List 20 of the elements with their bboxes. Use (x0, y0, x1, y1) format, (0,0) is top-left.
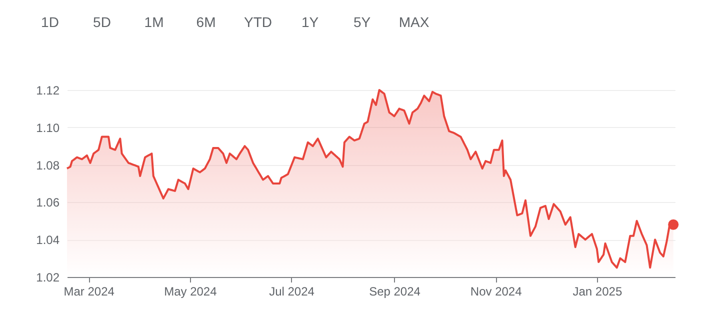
x-tick-label: May 2024 (164, 284, 218, 298)
y-tick-label: 1.10 (36, 120, 60, 135)
text: YTD (244, 14, 272, 30)
x-tick-label: Nov 2024 (470, 284, 522, 298)
x-tick-label: Sep 2024 (369, 284, 421, 298)
y-tick-label: 1.02 (36, 270, 60, 284)
x-tick-label: Jul 2024 (269, 284, 315, 298)
y-tick-label: 1.12 (36, 84, 60, 98)
text: 6M (196, 14, 216, 30)
y-tick-label: 1.08 (36, 158, 60, 172)
x-tick-label: Jan 2025 (572, 284, 622, 298)
y-tick-label: 1.04 (36, 233, 60, 248)
text: 5D (93, 14, 111, 30)
text: 1Y (301, 14, 320, 30)
y-tick-label: 1.06 (36, 196, 60, 210)
x-tick-label: Mar 2024 (64, 284, 115, 298)
text: 1D (41, 14, 59, 30)
text: MAX (398, 14, 430, 30)
text: 5Y (353, 14, 372, 30)
text: 1M (144, 14, 164, 30)
